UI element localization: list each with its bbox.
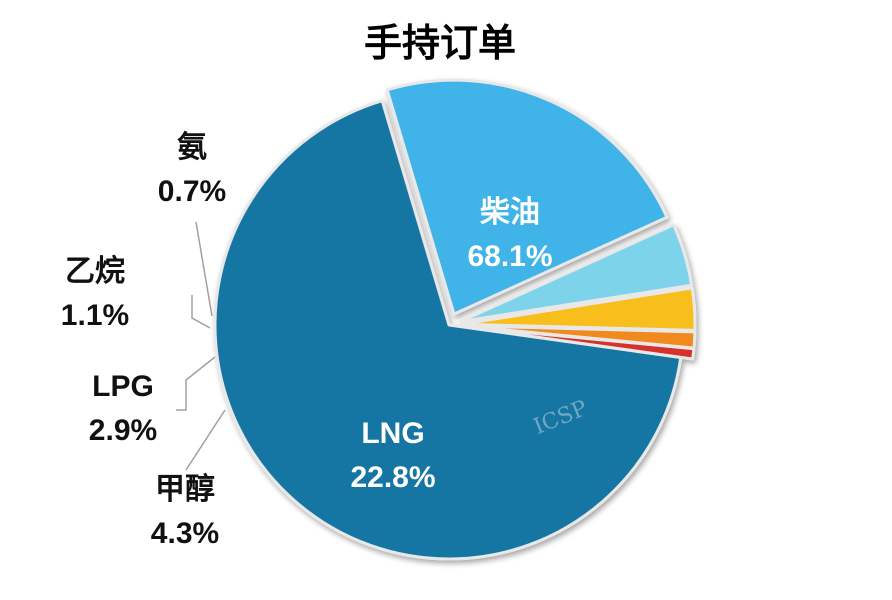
slice-name-label: LPG xyxy=(92,370,154,403)
slice-name-label: 甲醇 xyxy=(155,473,215,506)
pie-slice-1 xyxy=(213,99,683,561)
slice-value-label: 68.1% xyxy=(467,240,552,273)
slice-value-label: 1.1% xyxy=(61,299,129,332)
pie-slice-6 xyxy=(459,324,696,361)
leader-line xyxy=(191,295,211,329)
slice-name-label: 氨 xyxy=(177,131,207,164)
pie-slice-4 xyxy=(459,286,697,332)
slice-name-label: 柴油 xyxy=(480,196,540,229)
slice-value-label: 2.9% xyxy=(89,414,157,447)
pie-slice-3 xyxy=(458,223,694,324)
slice-labels: 柴油 68.1% LNG 22.8% 甲醇 4.3% LPG 2.9% 乙烷 1.1% 氨 0.7% xyxy=(61,131,553,550)
slice-value-label: 0.7% xyxy=(158,175,226,208)
slice-name-label: LNG xyxy=(361,417,424,450)
leader-lines xyxy=(176,221,226,471)
slice-name-label: 乙烷 xyxy=(65,255,125,288)
leader-line xyxy=(176,356,216,411)
leader-line xyxy=(185,409,226,471)
leader-line xyxy=(195,221,213,317)
slice-value-label: 22.8% xyxy=(350,461,435,494)
slice-value-label: 4.3% xyxy=(151,517,219,550)
pie-slice-2 xyxy=(385,78,669,316)
chart-title: 手持订单 xyxy=(364,21,516,65)
pie-slices xyxy=(213,78,697,561)
